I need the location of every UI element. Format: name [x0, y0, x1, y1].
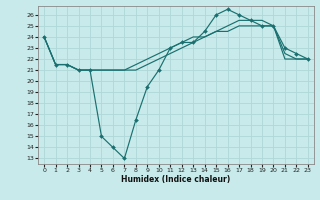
- X-axis label: Humidex (Indice chaleur): Humidex (Indice chaleur): [121, 175, 231, 184]
